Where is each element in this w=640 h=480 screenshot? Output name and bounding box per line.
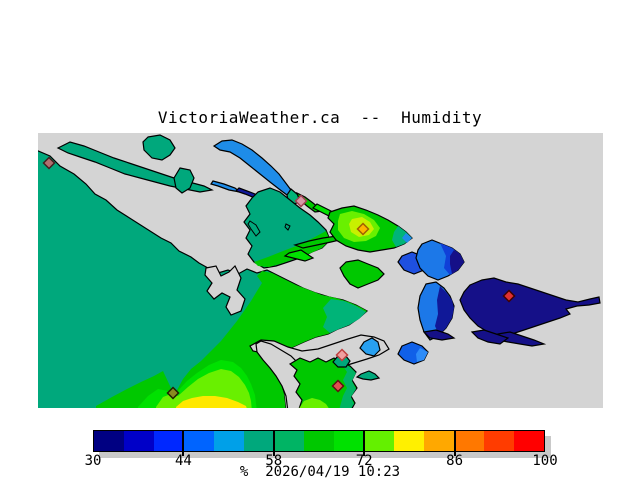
humidity-band-yellow xyxy=(176,396,247,408)
colorbar-segment xyxy=(274,431,304,451)
colorbar-tick-label: 44 xyxy=(174,453,192,469)
colorbar-tick-label: 58 xyxy=(265,453,283,469)
colorbar-tick-label: 30 xyxy=(84,453,102,469)
small-island-north-1 xyxy=(142,134,176,161)
humidity-map xyxy=(38,133,603,408)
tiny-lake-outline xyxy=(284,223,291,231)
station-marker[interactable] xyxy=(166,386,180,400)
tiny-teal-island-2 xyxy=(355,370,381,381)
navy-sliver-b xyxy=(470,329,510,345)
colorbar-segment xyxy=(184,431,214,451)
orcas-navy-band xyxy=(450,250,464,274)
colorbar-segment xyxy=(94,431,124,451)
colorbar-tick xyxy=(363,430,366,456)
colorbar-segment xyxy=(514,431,544,451)
page-title: VictoriaWeather.ca -- Humidity xyxy=(157,108,483,127)
colorbar-segment xyxy=(124,431,154,451)
navy-sliver-a xyxy=(422,329,456,341)
colorbar-tick-label: 100 xyxy=(532,453,558,469)
colorbar-segment xyxy=(214,431,244,451)
pender-sliver-2 xyxy=(283,249,315,262)
station-marker[interactable] xyxy=(335,348,349,362)
colorbar-tick-label: 86 xyxy=(446,453,464,469)
humidity-band-green xyxy=(96,271,367,408)
colorbar-tick xyxy=(182,430,185,456)
humidity-band-chartreuse xyxy=(156,369,252,408)
shaw-navy-band xyxy=(435,286,454,335)
colorbar-segment xyxy=(484,431,514,451)
colorbar-tick xyxy=(272,430,275,456)
sidney-island-skyblue xyxy=(359,337,381,357)
peninsula-teal-band xyxy=(339,363,356,408)
stuart-island xyxy=(339,259,385,289)
colorbar-segment xyxy=(424,431,454,451)
colorbar-segment xyxy=(304,431,334,451)
station-marker[interactable] xyxy=(502,289,516,303)
colorbar-segment xyxy=(394,431,424,451)
colorbar-segment xyxy=(334,431,364,451)
humidity-colorbar xyxy=(93,430,545,452)
station-marker[interactable] xyxy=(356,222,370,236)
colorbar-caption: % 2026/04/19 10:23 xyxy=(239,464,401,480)
station-marker[interactable] xyxy=(42,156,56,170)
station-marker[interactable] xyxy=(331,379,345,393)
colorbar-segment xyxy=(454,431,484,451)
thin-sliver-island-1 xyxy=(210,180,241,193)
cowichan-teal-patch xyxy=(323,299,366,333)
saturna-blue-tip xyxy=(402,233,412,243)
cowichan-bay-water xyxy=(204,264,246,316)
colorbar-tick-label: 72 xyxy=(355,453,373,469)
james-bright-tip xyxy=(416,348,428,362)
colorbar-tick xyxy=(453,430,456,456)
saanich-peninsula xyxy=(288,357,358,408)
saltspring-lake-outline xyxy=(247,220,261,237)
nanaimo-coast-island xyxy=(56,141,214,193)
colorbar-segment xyxy=(364,431,394,451)
small-island-north-2 xyxy=(173,167,195,194)
peninsula-chartreuse xyxy=(299,398,329,408)
colorbar-segment xyxy=(154,431,184,451)
station-marker[interactable] xyxy=(294,194,308,208)
colorbar-segment xyxy=(244,431,274,451)
san-juan-island-navy xyxy=(459,277,601,337)
